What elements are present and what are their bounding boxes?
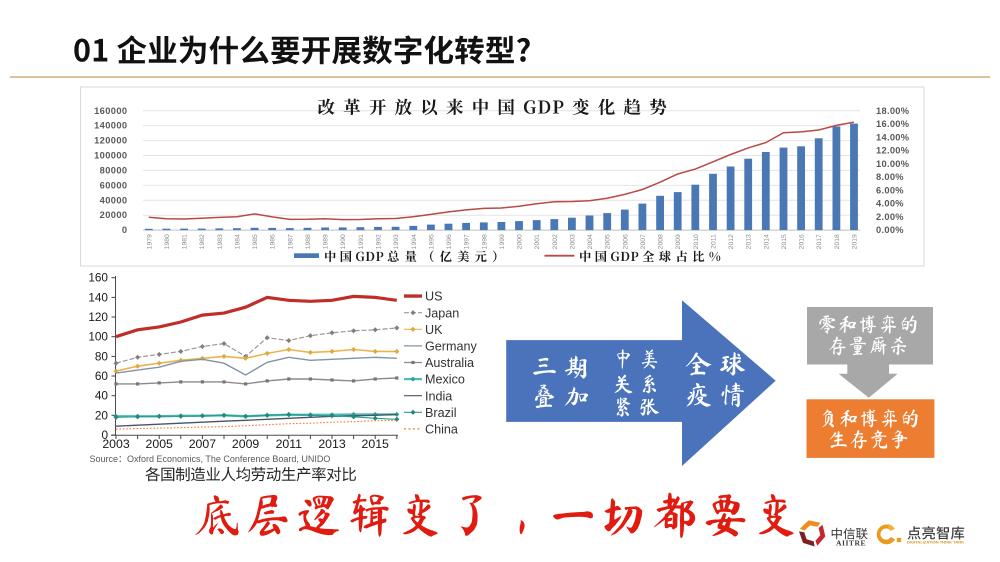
svg-text:Mexico: Mexico bbox=[425, 373, 465, 387]
svg-text:80000: 80000 bbox=[100, 165, 128, 175]
svg-text:Australia: Australia bbox=[425, 356, 474, 370]
svg-text:US: US bbox=[425, 290, 443, 304]
svg-text:6.00%: 6.00% bbox=[876, 185, 904, 195]
svg-text:1992: 1992 bbox=[376, 234, 383, 249]
svg-text:2003: 2003 bbox=[569, 234, 576, 249]
svg-text:1991: 1991 bbox=[358, 234, 365, 249]
svg-text:2005: 2005 bbox=[146, 437, 174, 451]
svg-text:1981: 1981 bbox=[182, 234, 189, 249]
svg-text:2001: 2001 bbox=[534, 234, 541, 249]
svg-text:1983: 1983 bbox=[217, 234, 224, 249]
svg-text:1996: 1996 bbox=[446, 234, 453, 249]
svg-text:100: 100 bbox=[88, 330, 108, 344]
svg-text:1980: 1980 bbox=[164, 234, 171, 249]
svg-text:100000: 100000 bbox=[94, 151, 127, 161]
svg-text:120: 120 bbox=[88, 310, 108, 324]
svg-text:1986: 1986 bbox=[270, 234, 277, 249]
svg-text:2011: 2011 bbox=[711, 234, 718, 249]
svg-text:2016: 2016 bbox=[799, 234, 806, 249]
svg-text:18.00%: 18.00% bbox=[876, 106, 910, 116]
svg-text:0: 0 bbox=[101, 428, 108, 442]
svg-text:2015: 2015 bbox=[781, 234, 788, 249]
svg-text:60000: 60000 bbox=[100, 180, 128, 190]
svg-text:120000: 120000 bbox=[94, 136, 127, 146]
svg-text:2007: 2007 bbox=[189, 437, 217, 451]
svg-text:1982: 1982 bbox=[199, 234, 206, 249]
svg-text:1994: 1994 bbox=[411, 234, 418, 249]
svg-text:2015: 2015 bbox=[362, 437, 390, 451]
svg-text:1993: 1993 bbox=[393, 234, 400, 249]
svg-text:8.00%: 8.00% bbox=[876, 172, 904, 182]
svg-text:20: 20 bbox=[95, 408, 109, 422]
svg-text:140: 140 bbox=[88, 290, 108, 304]
svg-text:2002: 2002 bbox=[552, 234, 559, 249]
svg-text:India: India bbox=[425, 389, 452, 403]
svg-text:14.00%: 14.00% bbox=[876, 132, 910, 142]
svg-text:0: 0 bbox=[122, 225, 128, 235]
svg-text:2.00%: 2.00% bbox=[876, 212, 904, 222]
svg-text:1995: 1995 bbox=[428, 234, 435, 249]
svg-text:2012: 2012 bbox=[728, 234, 735, 249]
svg-text:AIITRE: AIITRE bbox=[836, 538, 866, 547]
svg-text:2005: 2005 bbox=[605, 234, 612, 249]
svg-text:20000: 20000 bbox=[100, 210, 128, 220]
svg-text:2013: 2013 bbox=[318, 437, 346, 451]
svg-text:1997: 1997 bbox=[464, 234, 471, 249]
svg-text:60: 60 bbox=[95, 369, 109, 383]
svg-text:1999: 1999 bbox=[499, 234, 506, 249]
svg-text:Source：Oxford Economics, The C: Source：Oxford Economics, The Conference … bbox=[90, 454, 331, 464]
svg-text:2000: 2000 bbox=[517, 234, 524, 249]
svg-text:2013: 2013 bbox=[746, 234, 753, 249]
svg-text:1988: 1988 bbox=[305, 234, 312, 249]
svg-text:2006: 2006 bbox=[622, 234, 629, 249]
svg-text:1979: 1979 bbox=[146, 234, 153, 249]
svg-text:4.00%: 4.00% bbox=[876, 199, 904, 209]
svg-text:140000: 140000 bbox=[94, 121, 127, 131]
svg-text:160: 160 bbox=[88, 271, 108, 285]
svg-text:Japan: Japan bbox=[425, 306, 459, 320]
svg-text:80: 80 bbox=[95, 349, 109, 363]
svg-text:1990: 1990 bbox=[340, 234, 347, 249]
svg-text:2018: 2018 bbox=[834, 234, 841, 249]
svg-text:160000: 160000 bbox=[94, 106, 127, 116]
svg-text:2008: 2008 bbox=[658, 234, 665, 249]
svg-text:2019: 2019 bbox=[852, 234, 859, 249]
svg-text:2007: 2007 bbox=[640, 234, 647, 249]
svg-text:DIGITALIZATION THINK TANK: DIGITALIZATION THINK TANK bbox=[907, 541, 964, 545]
svg-text:40: 40 bbox=[95, 389, 109, 403]
svg-text:1987: 1987 bbox=[287, 234, 294, 249]
svg-text:10.00%: 10.00% bbox=[876, 159, 910, 169]
svg-text:Germany: Germany bbox=[425, 340, 477, 354]
svg-text:2010: 2010 bbox=[693, 234, 700, 249]
svg-text:Brazil: Brazil bbox=[425, 406, 457, 420]
svg-text:40000: 40000 bbox=[100, 195, 128, 205]
svg-text:1984: 1984 bbox=[234, 234, 241, 249]
svg-text:1985: 1985 bbox=[252, 234, 259, 249]
svg-text:16.00%: 16.00% bbox=[876, 119, 910, 129]
svg-text:2017: 2017 bbox=[816, 234, 823, 249]
svg-text:2004: 2004 bbox=[587, 234, 594, 249]
svg-text:2009: 2009 bbox=[675, 234, 682, 249]
svg-text:1989: 1989 bbox=[323, 234, 330, 249]
svg-text:2009: 2009 bbox=[232, 437, 260, 451]
svg-text:2003: 2003 bbox=[102, 437, 130, 451]
svg-text:1998: 1998 bbox=[481, 234, 488, 249]
svg-text:12.00%: 12.00% bbox=[876, 146, 910, 156]
svg-text:2014: 2014 bbox=[763, 234, 770, 249]
svg-text:UK: UK bbox=[425, 323, 443, 337]
svg-text:2011: 2011 bbox=[276, 437, 303, 451]
svg-text:0.00%: 0.00% bbox=[876, 225, 904, 235]
svg-text:China: China bbox=[425, 423, 458, 437]
